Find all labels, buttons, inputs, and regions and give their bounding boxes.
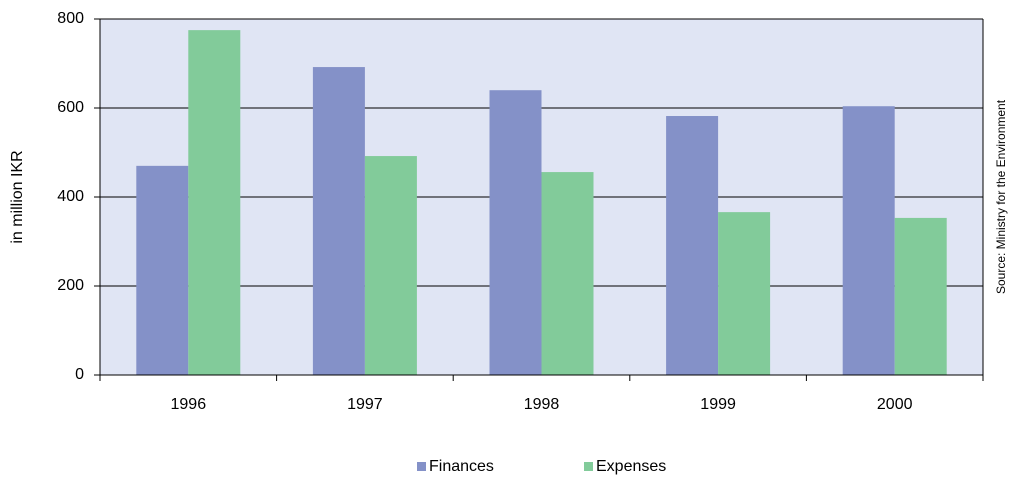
y-tick-label: 800 [57, 10, 84, 27]
bar [718, 212, 771, 375]
legend-swatch [584, 462, 593, 471]
y-axis-label: in million IKR [9, 150, 26, 243]
x-tick-label: 1997 [347, 396, 383, 413]
source-note: Source: Ministry for the Environment [994, 99, 1008, 294]
bar [312, 67, 365, 375]
legend-label: Expenses [596, 458, 666, 475]
x-tick-label: 2000 [877, 396, 913, 413]
bar [894, 217, 947, 375]
bar [541, 172, 594, 375]
bar [188, 30, 241, 375]
bar [666, 116, 719, 375]
bar [489, 90, 542, 375]
bar [136, 165, 189, 375]
y-tick-label: 0 [75, 366, 84, 383]
x-tick-label: 1998 [524, 396, 560, 413]
y-tick-label: 400 [57, 188, 84, 205]
legend-swatch [417, 462, 426, 471]
y-tick-label: 600 [57, 99, 84, 116]
bar [842, 106, 895, 375]
legend-label: Finances [429, 458, 494, 475]
bar [364, 156, 417, 375]
x-tick-label: 1996 [171, 396, 207, 413]
x-tick-label: 1999 [700, 396, 736, 413]
y-tick-label: 200 [57, 277, 84, 294]
